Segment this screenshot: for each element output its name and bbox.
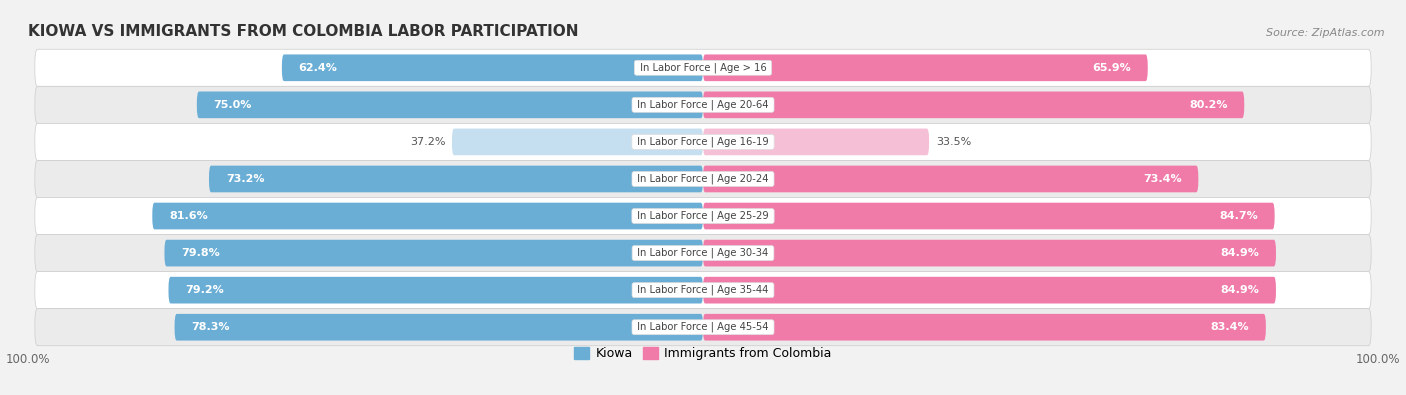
FancyBboxPatch shape [152,203,703,229]
Text: 78.3%: 78.3% [191,322,231,332]
FancyBboxPatch shape [35,235,1371,272]
FancyBboxPatch shape [169,277,703,303]
Text: KIOWA VS IMMIGRANTS FROM COLOMBIA LABOR PARTICIPATION: KIOWA VS IMMIGRANTS FROM COLOMBIA LABOR … [28,24,579,39]
Text: 83.4%: 83.4% [1211,322,1249,332]
Text: 33.5%: 33.5% [936,137,972,147]
Legend: Kiowa, Immigrants from Colombia: Kiowa, Immigrants from Colombia [569,342,837,365]
Text: 81.6%: 81.6% [169,211,208,221]
FancyBboxPatch shape [703,240,1277,267]
FancyBboxPatch shape [703,166,1198,192]
Text: In Labor Force | Age 25-29: In Labor Force | Age 25-29 [634,211,772,221]
FancyBboxPatch shape [703,203,1275,229]
FancyBboxPatch shape [165,240,703,267]
FancyBboxPatch shape [281,55,703,81]
Text: 73.4%: 73.4% [1143,174,1181,184]
Text: 62.4%: 62.4% [298,63,337,73]
Text: 84.7%: 84.7% [1219,211,1258,221]
FancyBboxPatch shape [703,92,1244,118]
Text: In Labor Force | Age 30-34: In Labor Force | Age 30-34 [634,248,772,258]
FancyBboxPatch shape [703,55,1147,81]
Text: 79.8%: 79.8% [181,248,221,258]
FancyBboxPatch shape [35,49,1371,87]
Text: Source: ZipAtlas.com: Source: ZipAtlas.com [1267,28,1385,38]
Text: In Labor Force | Age 20-64: In Labor Force | Age 20-64 [634,100,772,110]
FancyBboxPatch shape [197,92,703,118]
FancyBboxPatch shape [703,128,929,155]
FancyBboxPatch shape [35,160,1371,198]
Text: In Labor Force | Age > 16: In Labor Force | Age > 16 [637,62,769,73]
Text: 79.2%: 79.2% [186,285,224,295]
FancyBboxPatch shape [451,128,703,155]
Text: In Labor Force | Age 20-24: In Labor Force | Age 20-24 [634,174,772,184]
Text: In Labor Force | Age 45-54: In Labor Force | Age 45-54 [634,322,772,333]
FancyBboxPatch shape [35,198,1371,235]
FancyBboxPatch shape [35,87,1371,123]
Text: 73.2%: 73.2% [226,174,264,184]
Text: 37.2%: 37.2% [409,137,446,147]
Text: 84.9%: 84.9% [1220,248,1260,258]
Text: 80.2%: 80.2% [1189,100,1227,110]
FancyBboxPatch shape [703,277,1277,303]
FancyBboxPatch shape [35,308,1371,346]
Text: 65.9%: 65.9% [1092,63,1130,73]
FancyBboxPatch shape [703,314,1265,340]
Text: 75.0%: 75.0% [214,100,252,110]
FancyBboxPatch shape [35,272,1371,308]
Text: In Labor Force | Age 16-19: In Labor Force | Age 16-19 [634,137,772,147]
Text: 84.9%: 84.9% [1220,285,1260,295]
FancyBboxPatch shape [35,123,1371,160]
FancyBboxPatch shape [209,166,703,192]
Text: In Labor Force | Age 35-44: In Labor Force | Age 35-44 [634,285,772,295]
FancyBboxPatch shape [174,314,703,340]
